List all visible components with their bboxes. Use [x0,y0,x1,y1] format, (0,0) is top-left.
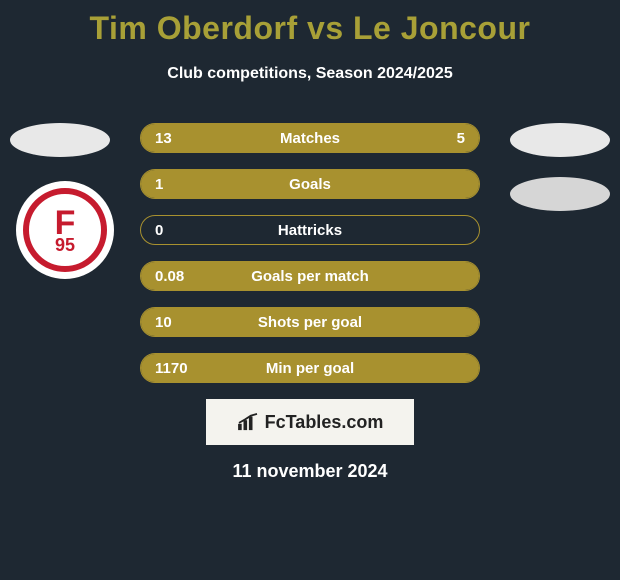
player-left-silhouette [10,123,110,157]
stat-label: Matches [141,130,479,147]
brand-text: FcTables.com [265,412,384,433]
stat-bars: 13Matches5 1Goals 0Hattricks 0.08Goals per … [140,123,480,383]
stat-row: 10Shots per goal [140,307,480,337]
page-title: Tim Oberdorf vs Le Joncour [0,0,620,47]
stat-row: 1Goals [140,169,480,199]
player-right-silhouette [510,123,610,157]
stat-label: Goals per match [141,268,479,285]
club-badge-inner: F 95 [23,188,107,272]
stat-label: Goals [141,176,479,193]
chart-icon [237,413,259,431]
stat-row: 0.08Goals per match [140,261,480,291]
player-right-name: Le Joncour [353,10,530,46]
stat-row: 1170Min per goal [140,353,480,383]
stat-row: 0Hattricks [140,215,480,245]
stat-label: Shots per goal [141,314,479,331]
stat-label: Min per goal [141,360,479,377]
stat-label: Hattricks [141,222,479,239]
player-right-club-silhouette [510,177,610,211]
stat-right-value: 5 [457,130,479,147]
club-badge-text: F 95 [55,206,76,254]
player-left-name: Tim Oberdorf [90,10,298,46]
stat-row: 13Matches5 [140,123,480,153]
vs-label: vs [307,10,344,46]
brand-badge[interactable]: FcTables.com [206,399,414,445]
comparison-panel: F 95 13Matches5 1Goals 0Hattricks 0.08Goals… [0,123,620,482]
player-left-club-badge: F 95 [16,181,114,279]
footer-date: 11 november 2024 [0,461,620,482]
badge-line2: 95 [55,236,76,254]
subtitle: Club competitions, Season 2024/2025 [0,65,620,83]
